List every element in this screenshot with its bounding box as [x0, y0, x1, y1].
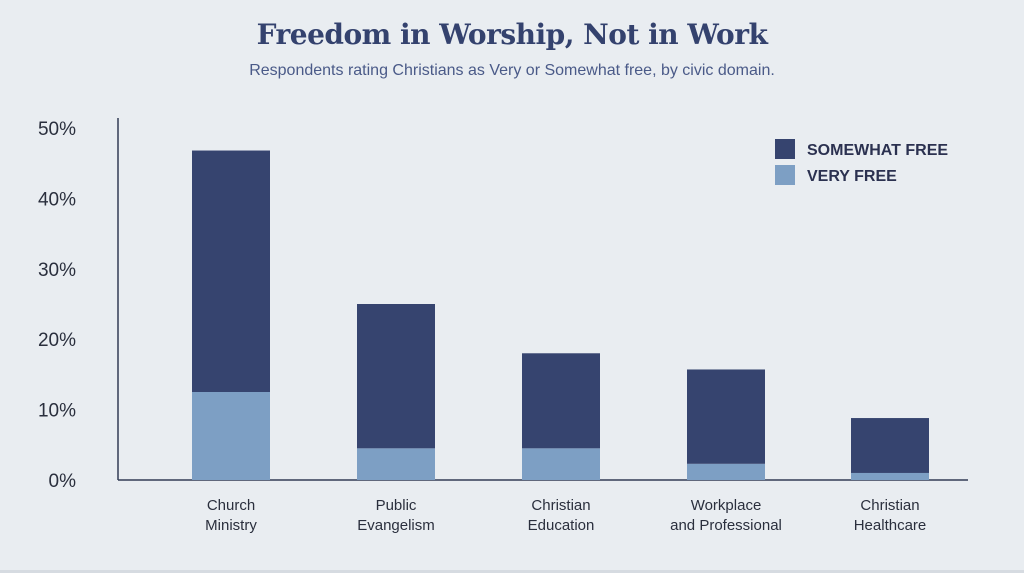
chart-subtitle: Respondents rating Christians as Very or…: [249, 62, 775, 79]
y-tick-label: 0%: [49, 471, 77, 492]
x-category-label: Workplace and Professional: [670, 497, 782, 534]
bar-very-free: [851, 472, 929, 480]
y-tick-label: 20%: [38, 330, 76, 351]
chart-title: Freedom in Worship, Not in Work: [256, 18, 768, 51]
bar-somewhat-free: [357, 304, 435, 449]
x-category-label: Church Ministry: [205, 497, 257, 534]
legend-label: VERY FREE: [807, 168, 897, 185]
legend-swatch: [775, 139, 795, 159]
bar-somewhat-free: [687, 369, 765, 464]
bar-very-free: [522, 448, 600, 480]
legend-swatch: [775, 165, 795, 185]
legend-label: SOMEWHAT FREE: [807, 142, 948, 159]
x-category-label: Christian Healthcare: [854, 497, 927, 534]
y-tick-label: 40%: [38, 189, 76, 210]
y-tick-label: 50%: [38, 119, 76, 140]
y-tick-label: 30%: [38, 260, 76, 281]
bottom-divider: [0, 570, 1024, 573]
bar-somewhat-free: [851, 418, 929, 473]
y-tick-label: 10%: [38, 401, 76, 422]
bar-very-free: [687, 463, 765, 480]
bar-somewhat-free: [192, 150, 270, 392]
bar-very-free: [192, 392, 270, 480]
x-category-label: Public Evangelism: [357, 497, 435, 534]
bar-very-free: [357, 448, 435, 480]
x-category-label: Christian Education: [528, 497, 595, 534]
bar-somewhat-free: [522, 353, 600, 449]
